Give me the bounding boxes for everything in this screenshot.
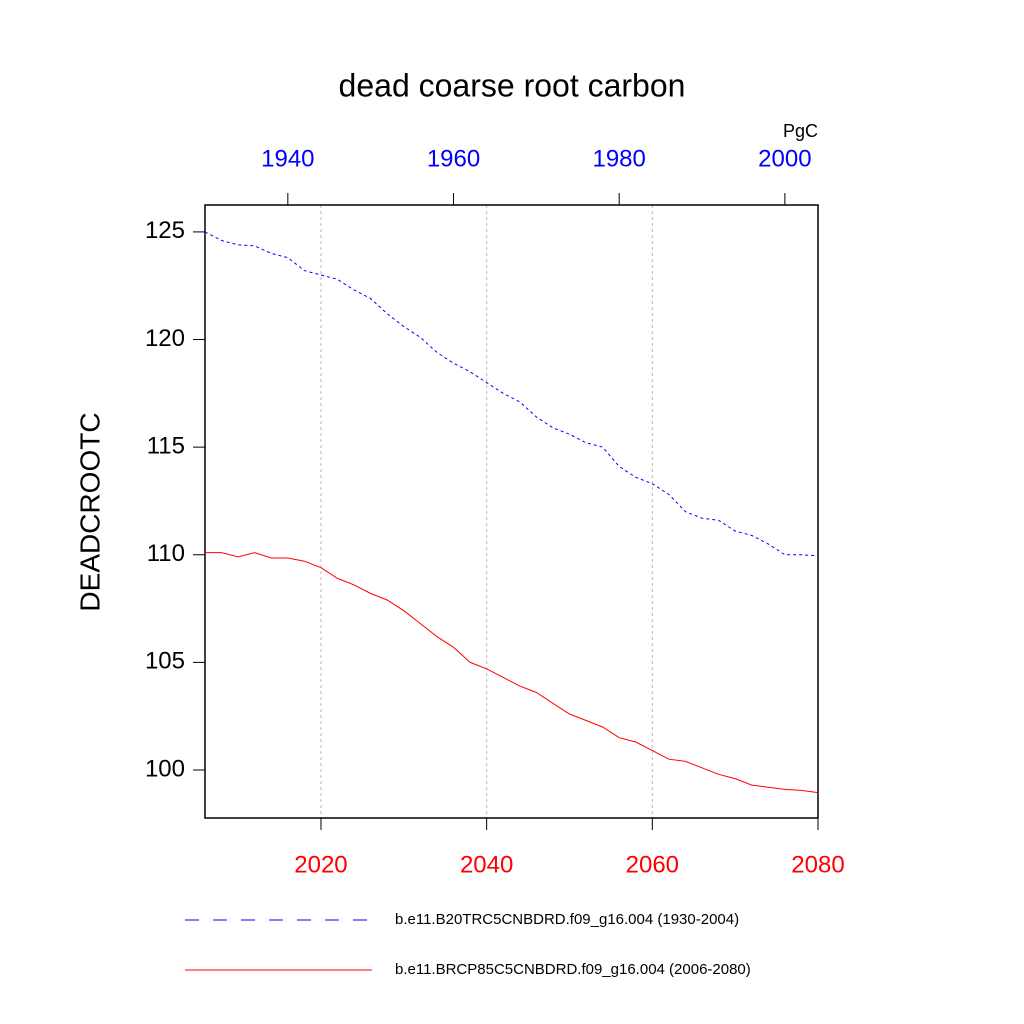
y-axis-label: DEADCROOTC [74, 412, 105, 611]
y-tick-label: 100 [145, 755, 185, 782]
y-tick-label: 105 [145, 648, 185, 675]
legend-label: b.e11.BRCP85C5CNBDRD.f09_g16.004 (2006-2… [395, 961, 751, 978]
legend-label: b.e11.B20TRC5CNBDRD.f09_g16.004 (1930-20… [395, 911, 739, 928]
chart-title: dead coarse root carbon [339, 67, 686, 103]
y-tick-label: 115 [147, 432, 185, 459]
plot-frame [204, 204, 819, 819]
units: PgC [783, 121, 818, 141]
x2-tick-label: 1940 [261, 145, 314, 172]
y-tick-label: 125 [145, 217, 185, 244]
x2-tick-label: 1960 [427, 145, 480, 172]
y-tick-label: 120 [145, 325, 185, 352]
x-tick-label: 2080 [791, 851, 844, 878]
series-line [204, 231, 819, 557]
y-tick-label: 110 [147, 540, 185, 567]
x-tick-label: 2020 [294, 851, 347, 878]
series-line [205, 552, 819, 794]
x-tick-label: 2060 [626, 851, 679, 878]
x-tick-label: 2040 [460, 851, 513, 878]
x2-tick-label: 1980 [592, 145, 645, 172]
x2-tick-label: 2000 [758, 145, 811, 172]
